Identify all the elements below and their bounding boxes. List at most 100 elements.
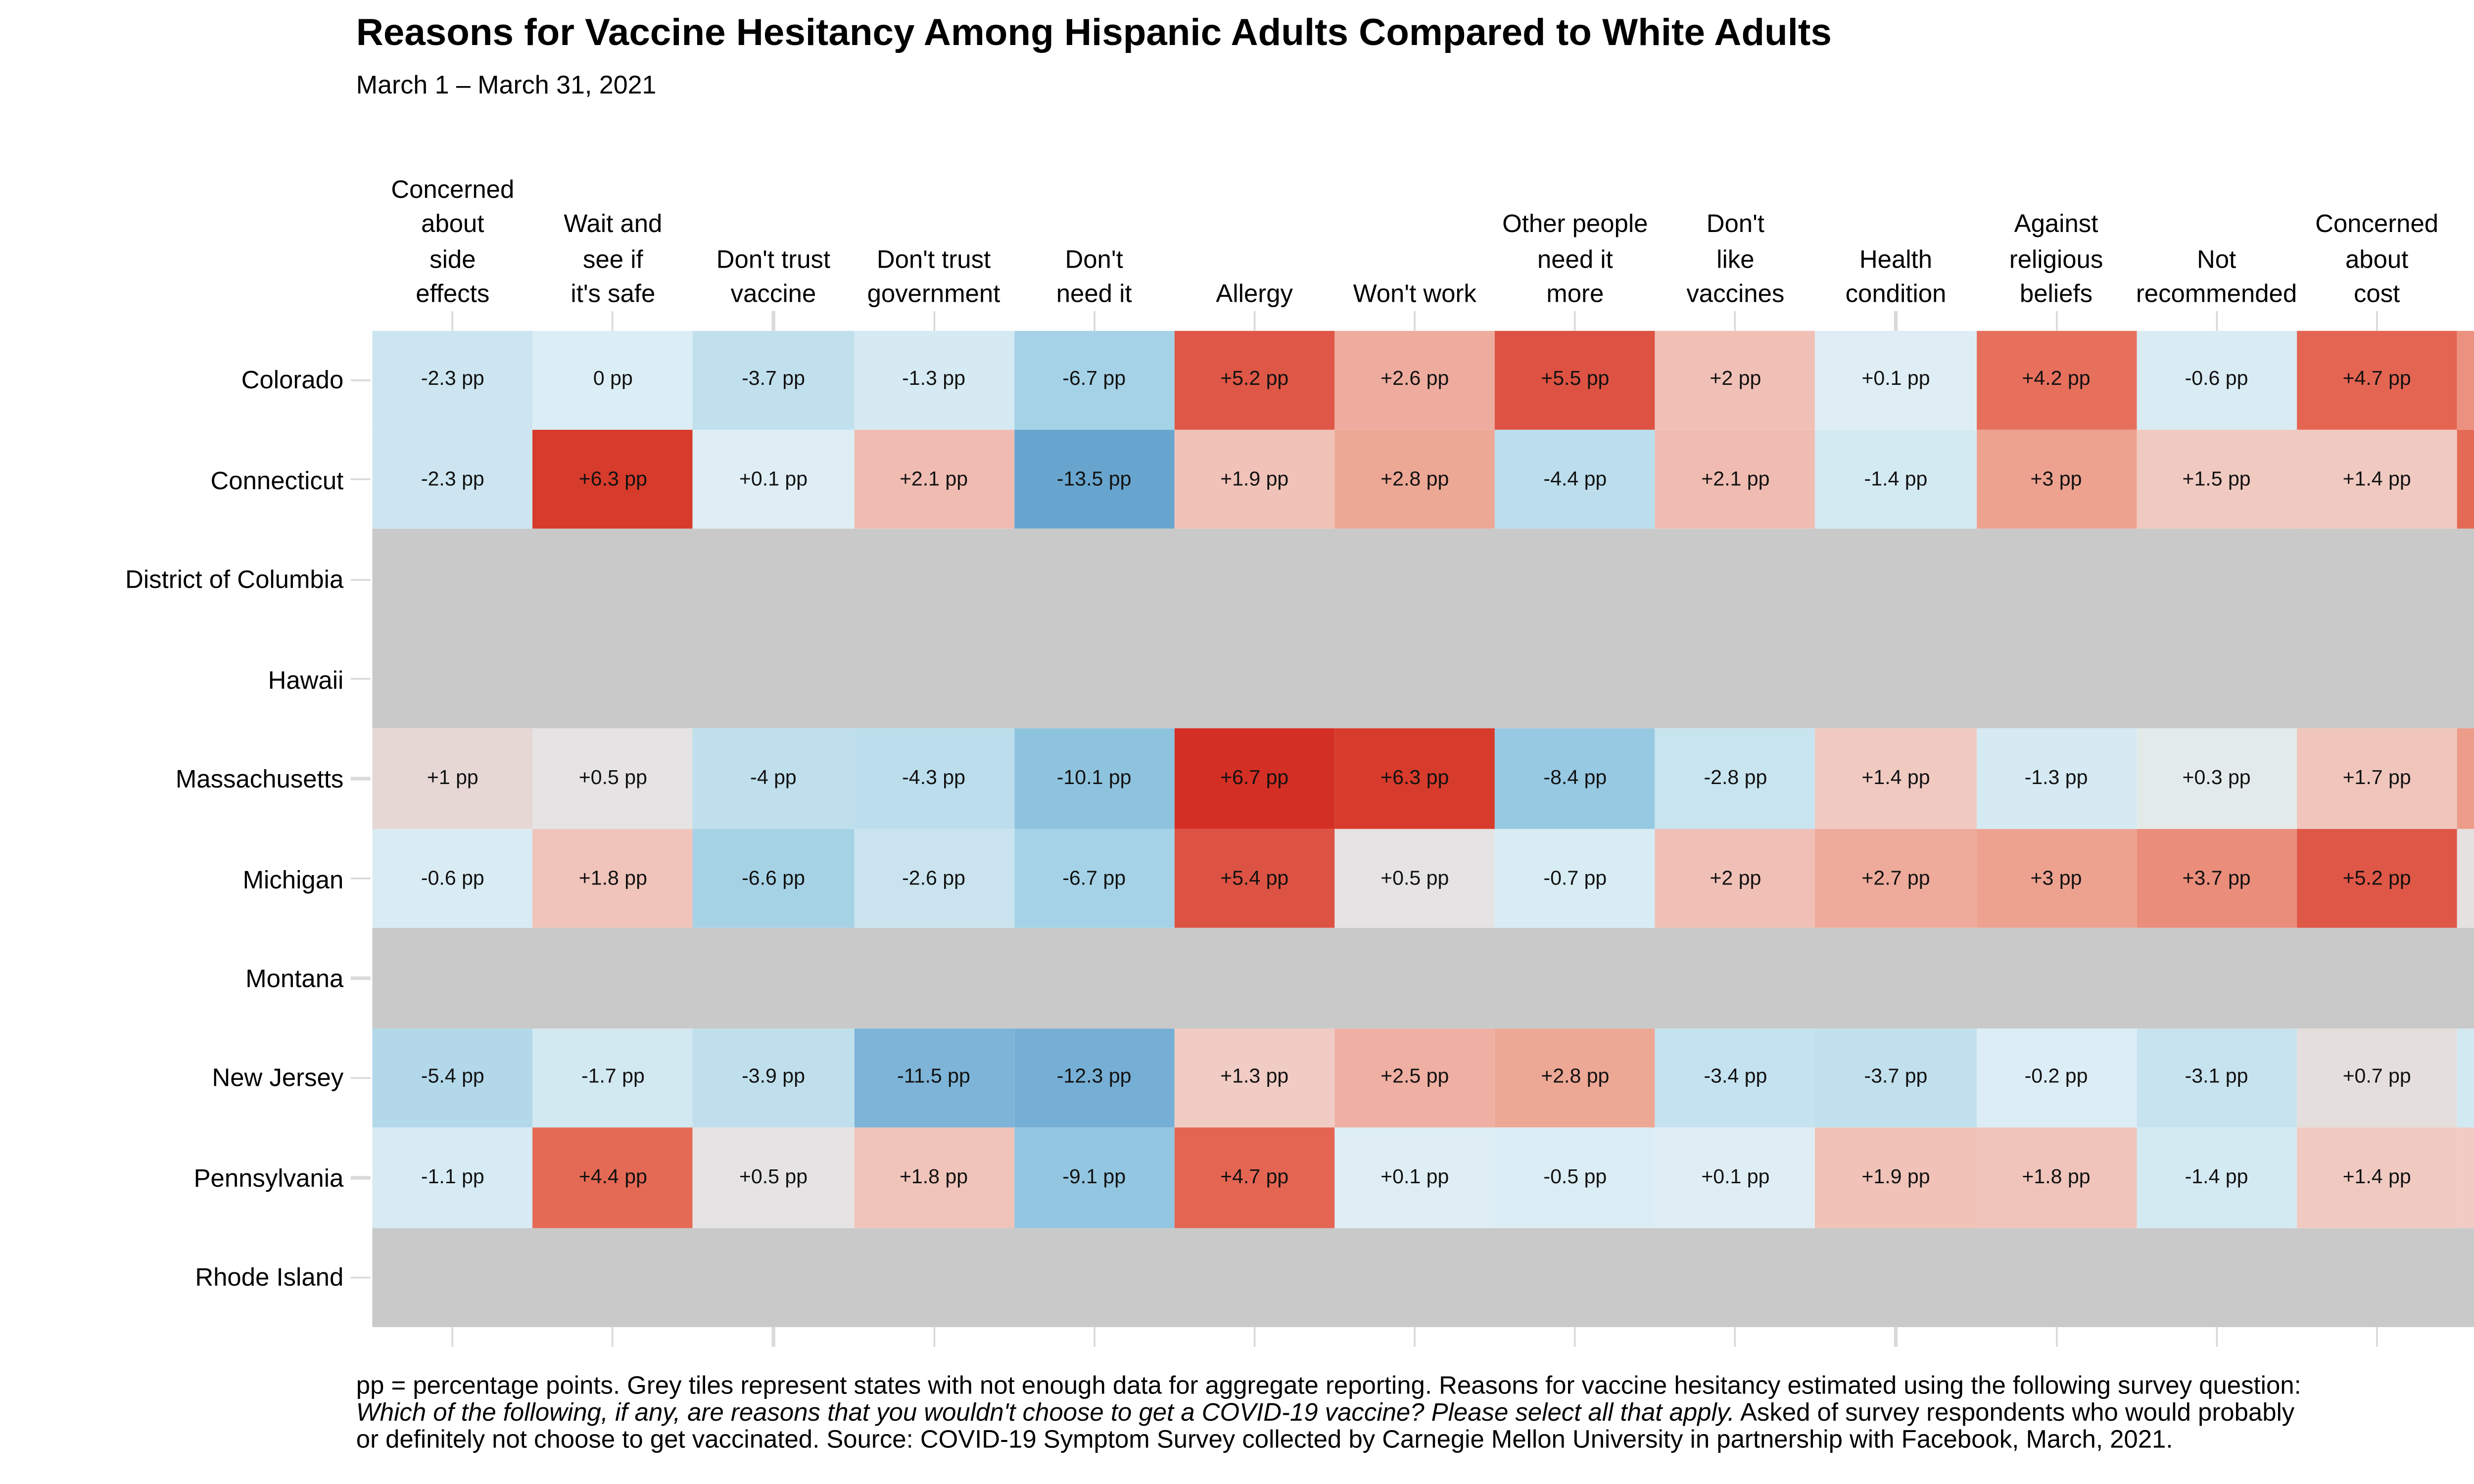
no-data-row	[372, 629, 2474, 729]
column-header-line: Don't trust	[716, 243, 831, 273]
column-header-line: about	[2345, 243, 2409, 273]
column-header-line: need it	[1056, 278, 1132, 307]
heatmap-cell: +6.3 pp	[1334, 729, 1495, 829]
heatmap-cell: +1.5 pp	[2136, 429, 2297, 530]
column-header: Won't work	[1299, 151, 1531, 311]
column-header-line: Health	[1859, 243, 1932, 273]
heatmap-cell: +3 pp	[1976, 429, 2137, 530]
heatmap-cell: +0.5 pp	[532, 729, 693, 829]
no-data-row	[372, 1227, 2474, 1328]
heatmap-cell: -12.3 pp	[1014, 1028, 1175, 1128]
heatmap-cell: +5.5 pp	[1495, 330, 1656, 430]
footnote-line-2-rest: Asked of survey respondents who would pr…	[1734, 1397, 2295, 1426]
heatmap-cell: +1.8 pp	[854, 1128, 1014, 1228]
footnote: pp = percentage points. Grey tiles repre…	[356, 1371, 2301, 1453]
heatmap-cell: +2.6 pp	[1334, 330, 1495, 430]
footnote-line-3: or definitely not choose to get vaccinat…	[356, 1424, 2173, 1453]
x-axis-tick-bottom	[2376, 1327, 2378, 1347]
column-header-line: side	[429, 243, 476, 273]
heatmap-cell: +6.3 pp	[532, 429, 693, 530]
x-axis-tick-bottom	[612, 1327, 615, 1347]
column-header-line: Wait and	[564, 209, 663, 238]
heatmap-cell: +0.1 pp	[1655, 1128, 1816, 1228]
state-label: Montana	[245, 964, 344, 993]
heatmap-cell: -3.1 pp	[2136, 1028, 2297, 1128]
heatmap-cell: +1.8 pp	[1976, 1128, 2137, 1228]
heatmap-cell: -4 pp	[693, 729, 854, 829]
state-label: Colorado	[241, 365, 344, 394]
heatmap-cell: -3.7 pp	[693, 330, 854, 430]
column-header: Don't need it	[978, 151, 1210, 311]
column-header-line: Don't	[1065, 243, 1123, 273]
heatmap-cell: -4.3 pp	[854, 729, 1014, 829]
heatmap-cell: +2.8 pp	[1334, 429, 1495, 530]
heatmap-cell: -0.2 pp	[1976, 1028, 2137, 1128]
heatmap-cell: +4.7 pp	[1174, 1128, 1335, 1228]
x-axis-tick-top	[2376, 310, 2378, 330]
heatmap-cell: +5.4 pp	[1174, 829, 1335, 928]
heatmap-cell: -8.4 pp	[1495, 729, 1656, 829]
x-axis-tick-bottom	[451, 1327, 454, 1347]
x-axis-tick-bottom	[2055, 1327, 2057, 1347]
heatmap-cell: +1.7 pp	[2296, 729, 2457, 829]
heatmap-cell: -9.1 pp	[1014, 1128, 1175, 1228]
heatmap-cell: +2.1 pp	[1655, 429, 1816, 530]
heatmap-cell: +2.1 pp	[854, 429, 1014, 530]
heatmap-cell: +2 pp	[1655, 829, 1816, 928]
heatmap-cell: +1.3 pp	[1174, 1028, 1335, 1128]
heatmap-cell: 0 pp	[532, 330, 693, 430]
x-axis-tick-top	[2215, 310, 2218, 330]
x-axis-tick-bottom	[1414, 1327, 1416, 1347]
column-header-line: religious	[2009, 243, 2103, 273]
heatmap-cell: -6.7 pp	[1014, 829, 1175, 928]
heatmap-cell: +5.2 pp	[2296, 829, 2457, 928]
column-header-line: see if	[583, 243, 643, 273]
x-axis-tick-top	[1414, 310, 1416, 330]
column-header-line: vaccine	[730, 278, 816, 307]
heatmap-cell: +4.4 pp	[2457, 429, 2474, 530]
no-data-row	[372, 529, 2474, 629]
x-axis-tick-top	[932, 310, 935, 330]
heatmap-cell: +0.1 pp	[1815, 330, 1976, 430]
state-label: Massachusetts	[175, 764, 344, 793]
heatmap-cell: +0.1 pp	[1334, 1128, 1495, 1228]
column-header-line: effects	[416, 278, 490, 307]
column-header-line: Not	[2196, 243, 2236, 273]
heatmap-cell: -6.7 pp	[1014, 330, 1175, 430]
heatmap-cell: -10.1 pp	[1014, 729, 1175, 829]
x-axis-tick-bottom	[2215, 1327, 2218, 1347]
heatmap-cell: +1 pp	[372, 729, 533, 829]
y-axis-tick	[350, 1276, 370, 1279]
column-header-line: Don't trust	[876, 243, 991, 273]
heatmap-cell: +1.4 pp	[2296, 429, 2457, 530]
column-header-line: need it	[1537, 243, 1613, 273]
state-label: District of Columbia	[125, 564, 344, 594]
column-header-line: vaccines	[1686, 278, 1785, 307]
column-header-line: Against	[2014, 209, 2098, 238]
heatmap-cell: -0.6 pp	[372, 829, 533, 928]
heatmap-cell: +2 pp	[1655, 330, 1816, 430]
heatmap-cell: -2.3 pp	[372, 330, 533, 430]
heatmap-cell: +1.4 pp	[2296, 1128, 2457, 1228]
y-axis-tick	[350, 678, 370, 680]
x-axis-tick-bottom	[1093, 1327, 1095, 1347]
state-label: Connecticut	[210, 465, 344, 494]
column-header-line: more	[1546, 278, 1604, 307]
heatmap-cell: -0.6 pp	[2136, 330, 2297, 430]
column-header: Not recommended	[2100, 151, 2332, 311]
x-axis-tick-bottom	[772, 1327, 775, 1347]
heatmap-cell: +1.9 pp	[1174, 429, 1335, 530]
heatmap-cell: +4.4 pp	[532, 1128, 693, 1228]
column-header: Concerned about cost	[2261, 151, 2474, 311]
heatmap-cell: +3.1 pp	[2457, 729, 2474, 829]
heatmap-cell: +6.7 pp	[1174, 729, 1335, 829]
heatmap-cell: -0.7 pp	[1495, 829, 1656, 928]
heatmap-cell: -11.5 pp	[854, 1028, 1014, 1128]
heatmap-cell: +4.2 pp	[1976, 330, 2137, 430]
heatmap-cell: -1.7 pp	[2457, 1028, 2474, 1128]
column-header-line: condition	[1845, 278, 1947, 307]
heatmap-cell: +1.8 pp	[532, 829, 693, 928]
heatmap-cell: -4.4 pp	[1495, 429, 1656, 530]
heatmap-cell: +2.7 pp	[1815, 829, 1976, 928]
